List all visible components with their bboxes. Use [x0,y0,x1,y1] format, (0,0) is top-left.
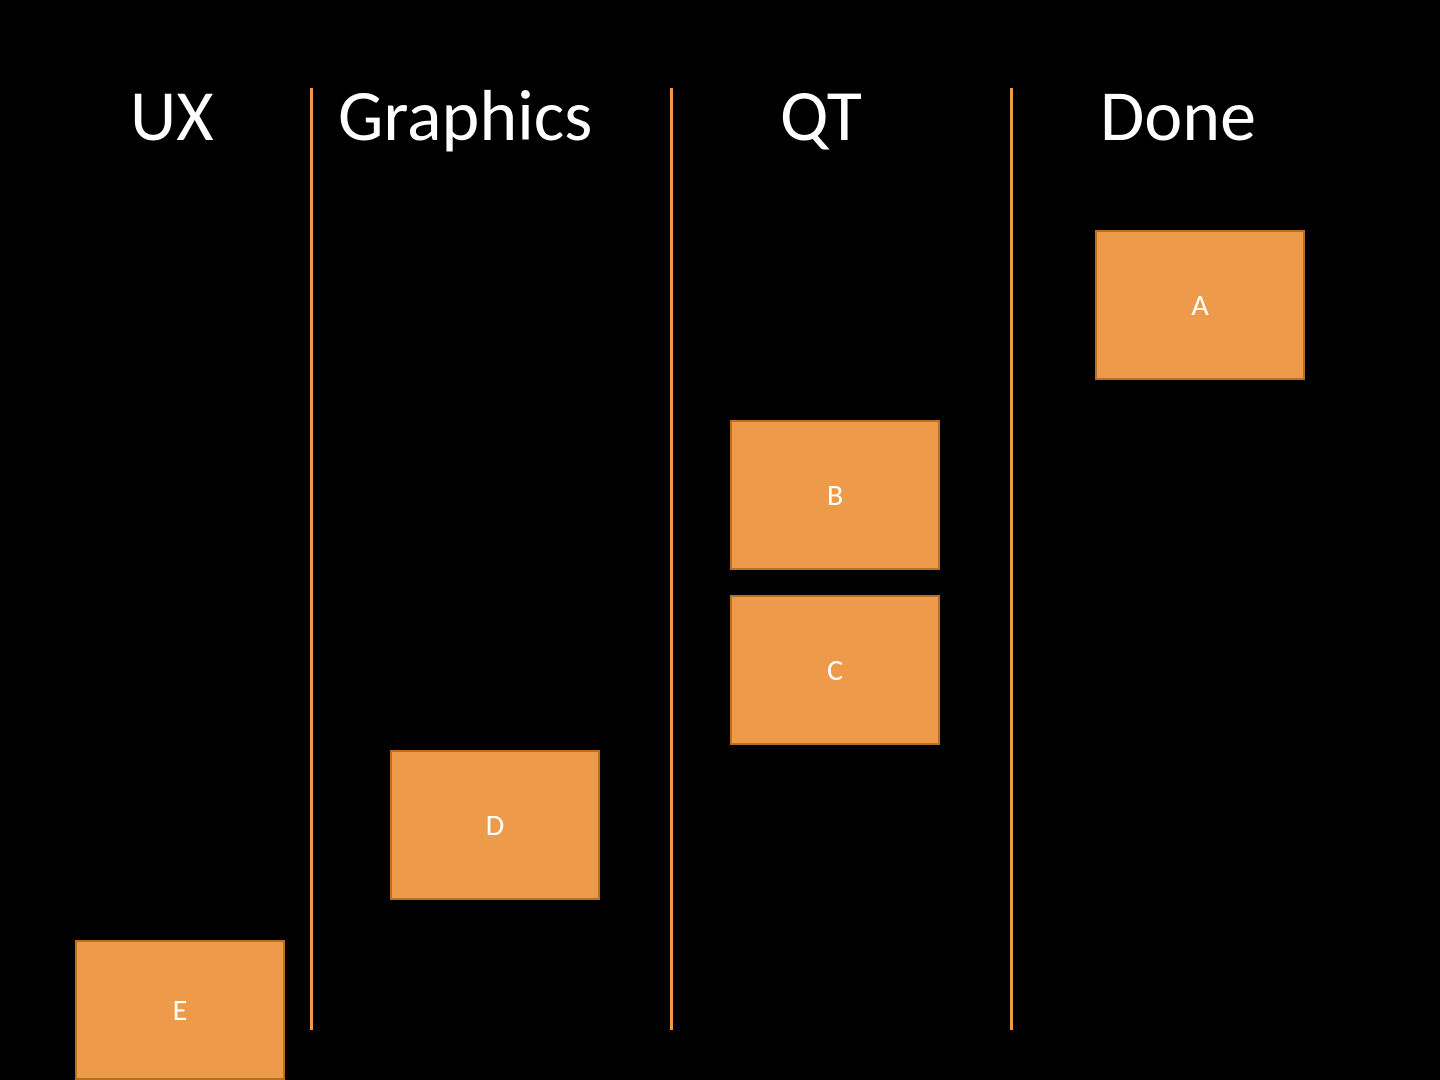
column-header-ux: UX [130,72,214,160]
kanban-card-c[interactable]: C [730,595,940,745]
column-divider [310,88,313,1030]
kanban-card-e[interactable]: E [75,940,285,1080]
kanban-card-d[interactable]: D [390,750,600,900]
card-label: D [486,807,504,844]
column-header-qt: QT [780,72,862,160]
kanban-board: UX Graphics QT Done A B C D E [0,0,1440,1080]
card-label: A [1191,287,1208,324]
kanban-card-a[interactable]: A [1095,230,1305,380]
kanban-card-b[interactable]: B [730,420,940,570]
column-header-graphics: Graphics [338,72,592,160]
column-header-label: Done [1100,72,1256,160]
column-divider [670,88,673,1030]
column-header-label: QT [780,72,862,160]
card-label: B [827,477,843,514]
column-divider [1010,88,1013,1030]
column-header-label: Graphics [338,72,592,160]
card-label: C [827,652,843,689]
column-header-label: UX [130,72,214,160]
card-label: E [173,992,188,1029]
column-header-done: Done [1100,72,1256,160]
